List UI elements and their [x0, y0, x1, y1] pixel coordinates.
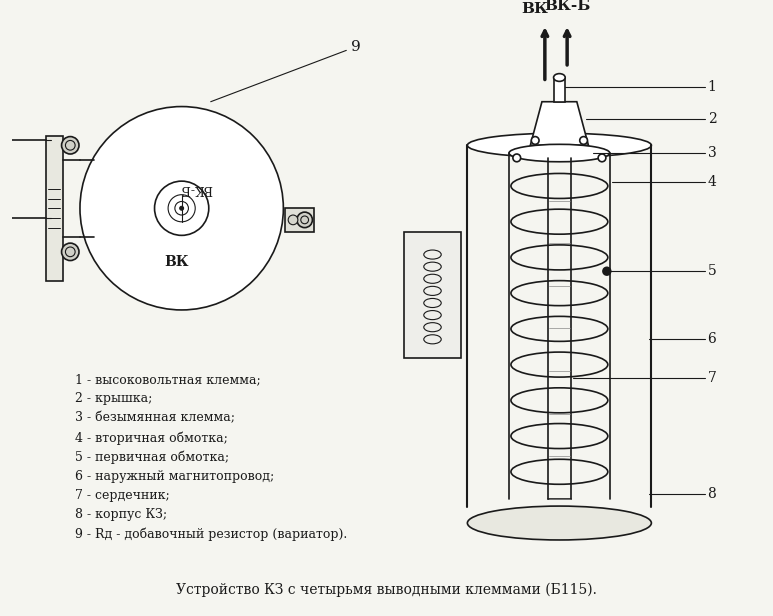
Text: 5: 5	[707, 264, 717, 278]
Circle shape	[62, 137, 79, 154]
Text: 8: 8	[707, 487, 717, 501]
Ellipse shape	[509, 144, 610, 162]
Text: 8 - корпус КЗ;: 8 - корпус КЗ;	[75, 508, 167, 522]
Circle shape	[513, 154, 521, 162]
Text: 2 - крышка;: 2 - крышка;	[75, 392, 152, 405]
Text: 3 - безымянная клемма;: 3 - безымянная клемма;	[75, 411, 235, 424]
Polygon shape	[530, 102, 588, 145]
Text: 7: 7	[707, 371, 717, 385]
Circle shape	[580, 137, 587, 144]
Circle shape	[155, 181, 209, 235]
Bar	[46, 136, 63, 281]
Bar	[553, 78, 565, 102]
Text: ВК: ВК	[522, 2, 549, 17]
Bar	[404, 232, 461, 359]
Text: 6 - наружный магнитопровод;: 6 - наружный магнитопровод;	[75, 470, 274, 483]
Circle shape	[179, 206, 184, 210]
Circle shape	[62, 243, 79, 261]
Text: 5 - первичная обмотка;: 5 - первичная обмотка;	[75, 450, 230, 464]
Text: 6: 6	[707, 332, 717, 346]
Text: ВК-Б: ВК-Б	[180, 182, 213, 195]
Text: 4: 4	[707, 175, 717, 189]
Text: 9 - Rд - добавочный резистор (вариатор).: 9 - Rд - добавочный резистор (вариатор).	[75, 528, 347, 541]
Bar	[285, 208, 315, 232]
Text: 9: 9	[351, 39, 361, 54]
Text: 2: 2	[707, 111, 717, 126]
Circle shape	[531, 137, 539, 144]
Text: 1: 1	[707, 80, 717, 94]
Circle shape	[80, 107, 284, 310]
Text: 4 - вторичная обмотка;: 4 - вторичная обмотка;	[75, 431, 228, 445]
Text: ВК: ВК	[165, 254, 189, 269]
Circle shape	[297, 212, 312, 228]
Circle shape	[603, 267, 611, 275]
Ellipse shape	[468, 133, 652, 158]
Circle shape	[598, 154, 606, 162]
Text: ВК-Б: ВК-Б	[544, 0, 591, 12]
Text: 7 - сердечник;: 7 - сердечник;	[75, 489, 170, 502]
Ellipse shape	[553, 74, 565, 81]
Text: 1 - высоковольтная клемма;: 1 - высоковольтная клемма;	[75, 373, 261, 386]
Circle shape	[288, 215, 298, 225]
Text: 3: 3	[707, 146, 717, 160]
Text: Устройство КЗ с четырьмя выводными клеммами (Б115).: Устройство КЗ с четырьмя выводными клемм…	[176, 582, 597, 597]
Ellipse shape	[468, 506, 652, 540]
